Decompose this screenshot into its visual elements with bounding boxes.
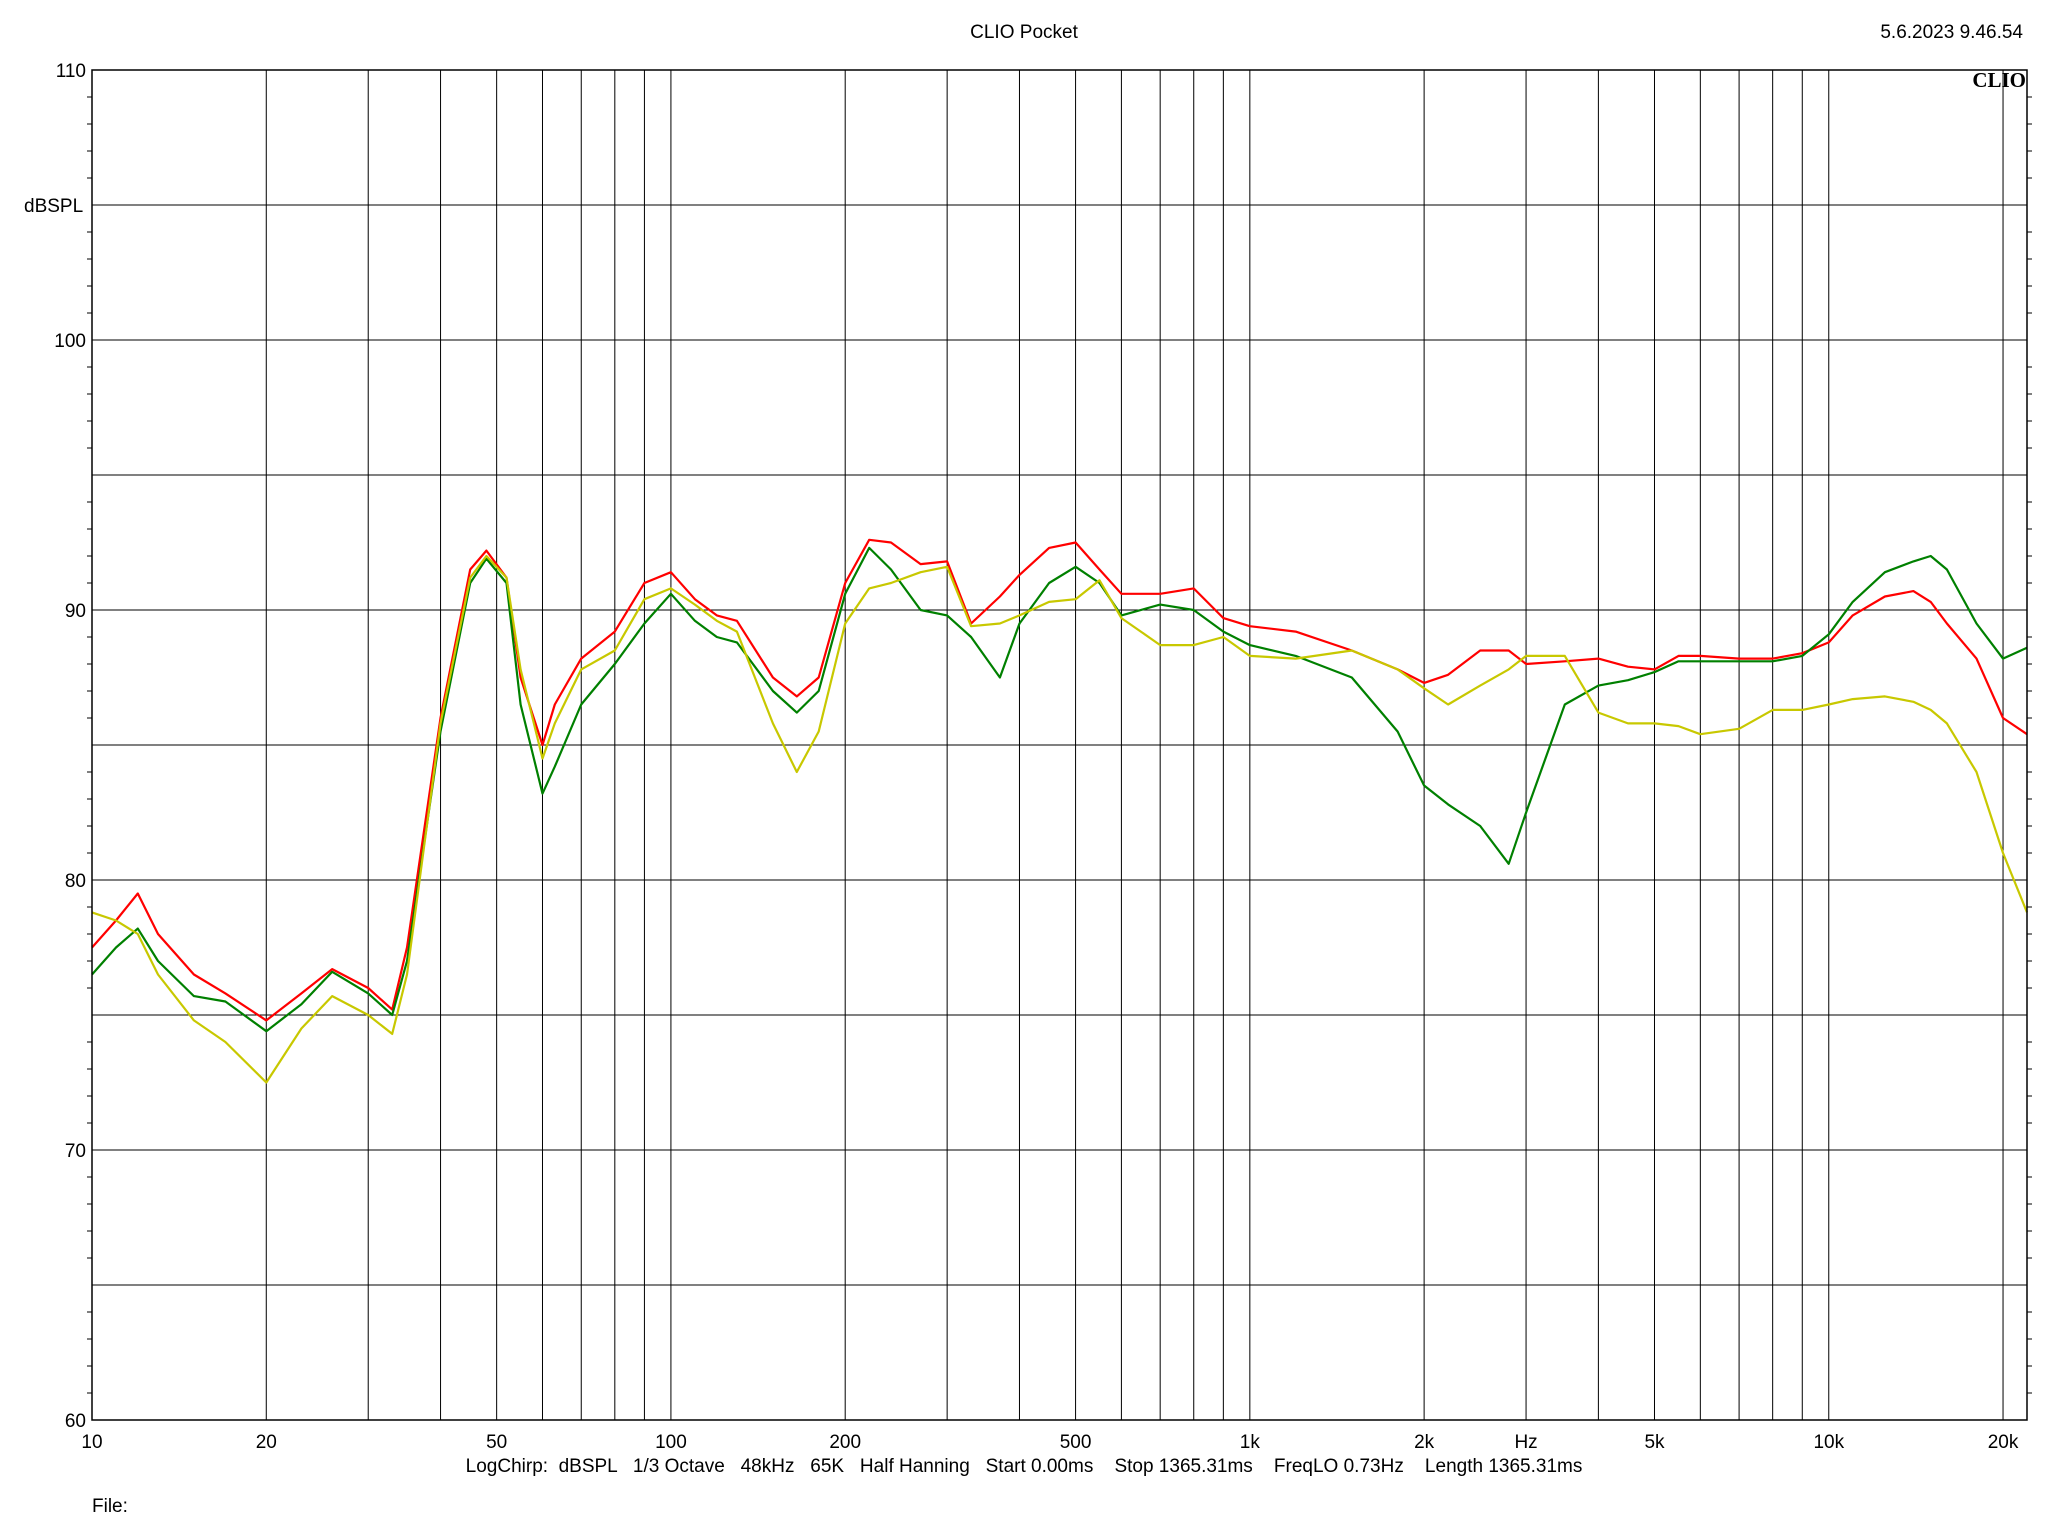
x-tick-label: 10k: [1813, 1432, 1844, 1453]
y-tick-label: 60: [65, 1411, 86, 1432]
x-tick-label: 2k: [1414, 1432, 1435, 1453]
x-tick-label: 5k: [1644, 1432, 1665, 1453]
x-tick-label: 50: [486, 1432, 507, 1453]
y-tick-labels: 60 70 80 90 100 110: [54, 61, 86, 1432]
series-line-2: [91, 546, 2028, 1033]
app-title: CLIO Pocket: [970, 22, 1078, 43]
timestamp: 5.6.2023 9.46.54: [1880, 22, 2023, 43]
y-tick-label: 110: [56, 61, 86, 82]
x-tick-label: 100: [655, 1432, 687, 1453]
y-tick-label: 70: [65, 1141, 86, 1162]
series-line-3: [91, 554, 2029, 1084]
x-tick-label: 20k: [1988, 1432, 2019, 1453]
x-tick-labels: 10 20 50 100 200 500 1k 2k 5k 10k 20k: [81, 1432, 2018, 1453]
series-line-1: [91, 538, 2028, 1022]
x-tick-label: 10: [81, 1432, 102, 1453]
x-tick-label: 500: [1060, 1432, 1092, 1453]
y-tick-label: 90: [65, 601, 86, 622]
grid: [91, 69, 2027, 1421]
x-tick-label: 1k: [1240, 1432, 1261, 1453]
file-label: File:: [92, 1496, 128, 1517]
x-axis-label: Hz: [1514, 1432, 1537, 1453]
x-tick-label: 20: [256, 1432, 277, 1453]
y-tick-label: 80: [65, 871, 86, 892]
y-tick-label: 100: [54, 331, 86, 352]
measurement-settings: LogChirp: dBSPL 1/3 Octave 48kHz 65K Hal…: [465, 1456, 1583, 1477]
plot-frame: [91, 69, 2028, 1421]
clio-logo: CLIO: [1972, 68, 2026, 92]
axis-ticks: [87, 96, 2032, 1394]
series-lines: [91, 538, 2029, 1084]
x-tick-label: 200: [829, 1432, 861, 1453]
y-axis-label: dBSPL: [24, 196, 83, 217]
